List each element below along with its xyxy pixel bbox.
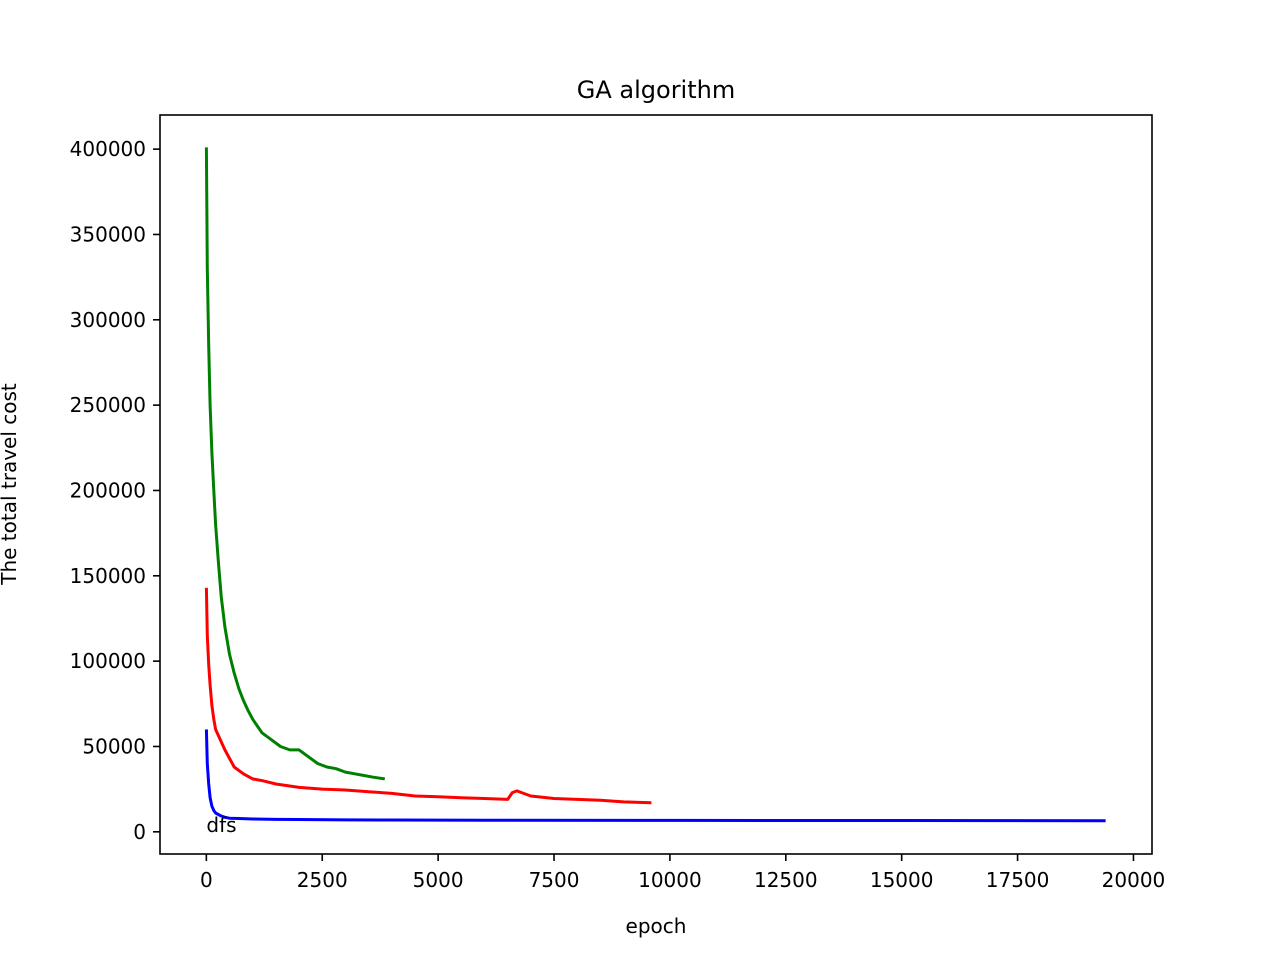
x-tick-label: 20000 [1102, 868, 1166, 892]
x-tick-label: 7500 [529, 868, 580, 892]
y-axis-ticks: 0 50000 100000 150000 200000 250000 300000 3500… [70, 137, 160, 844]
series-line-0 [204, 147, 386, 781]
x-tick-label: 0 [200, 868, 213, 892]
x-tick-label: 5000 [413, 868, 464, 892]
y-tick-label: 150000 [70, 564, 146, 588]
x-tick-label: 10000 [638, 868, 702, 892]
series-line-2 [204, 729, 1106, 823]
annotation-text: dfs [206, 813, 236, 837]
y-tick-label: 250000 [70, 393, 146, 417]
x-tick-label: 12500 [754, 868, 818, 892]
y-tick-label: 50000 [82, 734, 146, 758]
annotation-layer: dfs [206, 813, 236, 837]
x-tick-label: 17500 [986, 868, 1050, 892]
x-axis-ticks: 0 2500 5000 7500 10000 12500 15000 17500 20000 [200, 854, 1165, 892]
y-tick-label: 400000 [70, 137, 146, 161]
x-tick-label: 15000 [870, 868, 934, 892]
y-tick-label: 350000 [70, 222, 146, 246]
y-axis-label: The total travel cost [0, 383, 21, 586]
series-layer [204, 147, 1106, 823]
x-axis-label: epoch [626, 914, 687, 938]
series-line-1 [204, 587, 652, 805]
y-tick-label: 300000 [70, 308, 146, 332]
y-tick-label: 0 [133, 820, 146, 844]
x-tick-label: 2500 [297, 868, 348, 892]
y-tick-label: 100000 [70, 649, 146, 673]
y-tick-label: 200000 [70, 478, 146, 502]
plot-frame [159, 114, 1153, 855]
chart-title: GA algorithm [577, 76, 735, 104]
